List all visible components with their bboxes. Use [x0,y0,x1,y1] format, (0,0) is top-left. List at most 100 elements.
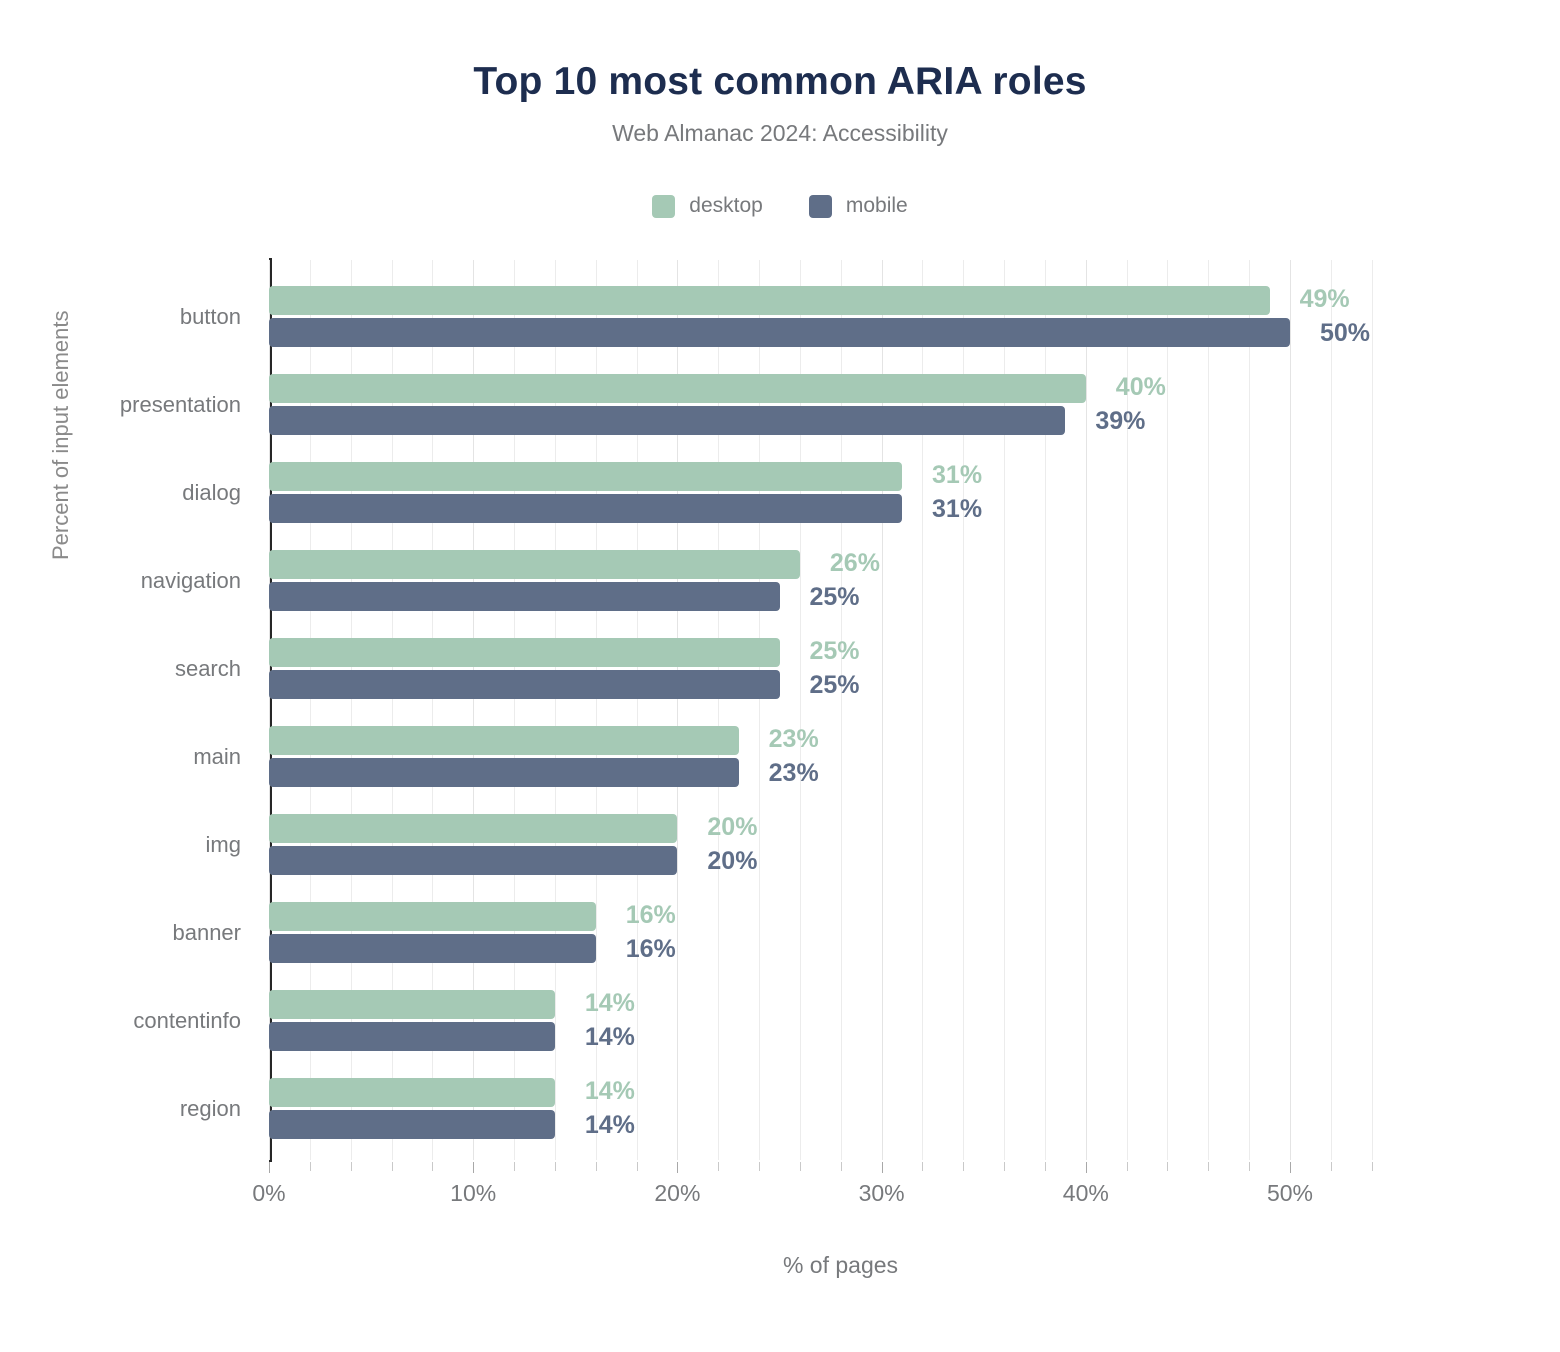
legend-item-desktop[interactable]: desktop [652,194,763,218]
gridline [269,260,270,1160]
gridline [799,260,801,1160]
bar-group: 20% 20% [269,813,1412,879]
bar-mobile[interactable] [269,1110,555,1139]
bar-mobile[interactable] [269,1022,555,1051]
y-axis-tick-labels: button presentation dialog navigation search… [0,260,255,1160]
x-axis-tick-mark [1371,1162,1373,1171]
x-axis-tick-mark [1004,1162,1006,1171]
x-axis-tick-mark [595,1162,597,1171]
bar-desktop[interactable] [269,814,678,843]
bar-value-mobile: 14% [584,1023,635,1051]
x-axis-tick-mark [881,1162,883,1173]
gridline [554,260,556,1160]
bar-value-mobile: 50% [1320,319,1371,347]
x-axis-tick-mark [391,1162,393,1171]
bar-group: 49% 50% [269,285,1412,351]
x-axis-tick-mark [554,1162,556,1171]
y-axis-tick-label: img [205,832,241,857]
x-axis-tick-label: 30% [858,1180,905,1206]
bar-desktop[interactable] [269,990,555,1019]
bar-group: 31% 31% [269,461,1412,527]
bar-value-mobile: 20% [707,847,758,875]
x-axis-tick-mark [350,1162,352,1171]
bar-group: 14% 14% [269,1077,1412,1143]
y-axis-tick-label: main [193,744,241,769]
bar-value-desktop: 49% [1299,285,1350,313]
bar-mobile[interactable] [269,406,1066,435]
x-axis-tick-label: 40% [1062,1180,1109,1206]
x-axis-tick-mark [718,1162,720,1171]
gridline [391,260,393,1160]
bar-desktop[interactable] [269,726,739,755]
bar-value-mobile: 31% [932,495,983,523]
gridline [1004,260,1006,1160]
bar-desktop[interactable] [269,286,1270,315]
x-axis-tick-mark [1249,1162,1251,1171]
chart-legend: desktop mobile [0,194,1560,218]
gridline [350,260,352,1160]
x-axis-tick-mark [759,1162,761,1171]
bar-desktop[interactable] [269,462,903,491]
gridline [677,260,679,1160]
gridline [1290,260,1291,1160]
bar-mobile[interactable] [269,670,780,699]
y-axis-tick-label: contentinfo [133,1008,241,1033]
bar-desktop[interactable] [269,902,596,931]
bar-value-desktop: 25% [809,637,860,665]
gridline [1208,260,1210,1160]
bar-mobile[interactable] [269,318,1290,347]
legend-item-mobile[interactable]: mobile [808,194,908,218]
gridline [1330,260,1332,1160]
gridline [759,260,761,1160]
y-axis-tick-label: navigation [140,568,241,593]
x-axis-tick-mark [309,1162,311,1171]
bar-group: 14% 14% [269,989,1412,1055]
chart-title: Top 10 most common ARIA roles [473,60,1087,103]
legend-label-mobile: mobile [845,194,908,217]
x-axis-tick-mark [840,1162,842,1171]
bar-group: 23% 23% [269,725,1412,791]
x-axis-tick-mark [636,1162,638,1171]
y-axis-tick-label: presentation [119,392,241,417]
bar-desktop[interactable] [269,374,1086,403]
gridline [1167,260,1169,1160]
x-axis-tick-mark [1085,1162,1087,1173]
bar-desktop[interactable] [269,1078,555,1107]
gridline [718,260,720,1160]
bar-group: 16% 16% [269,901,1412,967]
x-axis-tick-mark [799,1162,801,1171]
gridline [1126,260,1128,1160]
x-axis-tick-label: 10% [450,1180,497,1206]
x-axis-tick-mark [1208,1162,1210,1171]
bar-value-desktop: 23% [768,725,819,753]
bar-desktop[interactable] [269,550,800,579]
bar-value-desktop: 14% [584,989,635,1017]
legend-label-desktop: desktop [689,194,763,217]
gridline [636,260,638,1160]
gridline [514,260,516,1160]
bar-mobile[interactable] [269,846,678,875]
bar-mobile[interactable] [269,494,903,523]
gridline [1085,260,1087,1160]
bar-mobile[interactable] [269,582,780,611]
bar-value-mobile: 16% [625,935,676,963]
plot-area: 49% 50% 40% 39% 31% 31% 26% 25% 25% 25% 23% 23% 20% 2… [269,260,1412,1160]
bar-value-mobile: 23% [768,759,819,787]
y-axis-tick-label: dialog [182,480,241,505]
x-axis-tick-mark [677,1162,679,1173]
x-axis-tick-mark [963,1162,965,1171]
x-axis-tick-mark [1126,1162,1128,1171]
y-axis-tick-label: search [174,656,241,681]
gridline [1371,260,1373,1160]
bar-value-desktop: 20% [707,813,758,841]
x-axis-tick-mark [1167,1162,1169,1171]
bar-mobile[interactable] [269,934,596,963]
legend-swatch-desktop [652,194,676,218]
bar-desktop[interactable] [269,638,780,667]
bar-mobile[interactable] [269,758,739,787]
gridline [840,260,842,1160]
gridline [1044,260,1046,1160]
bar-value-mobile: 25% [809,583,860,611]
gridline [922,260,924,1160]
y-axis-tick-label: banner [172,920,241,945]
